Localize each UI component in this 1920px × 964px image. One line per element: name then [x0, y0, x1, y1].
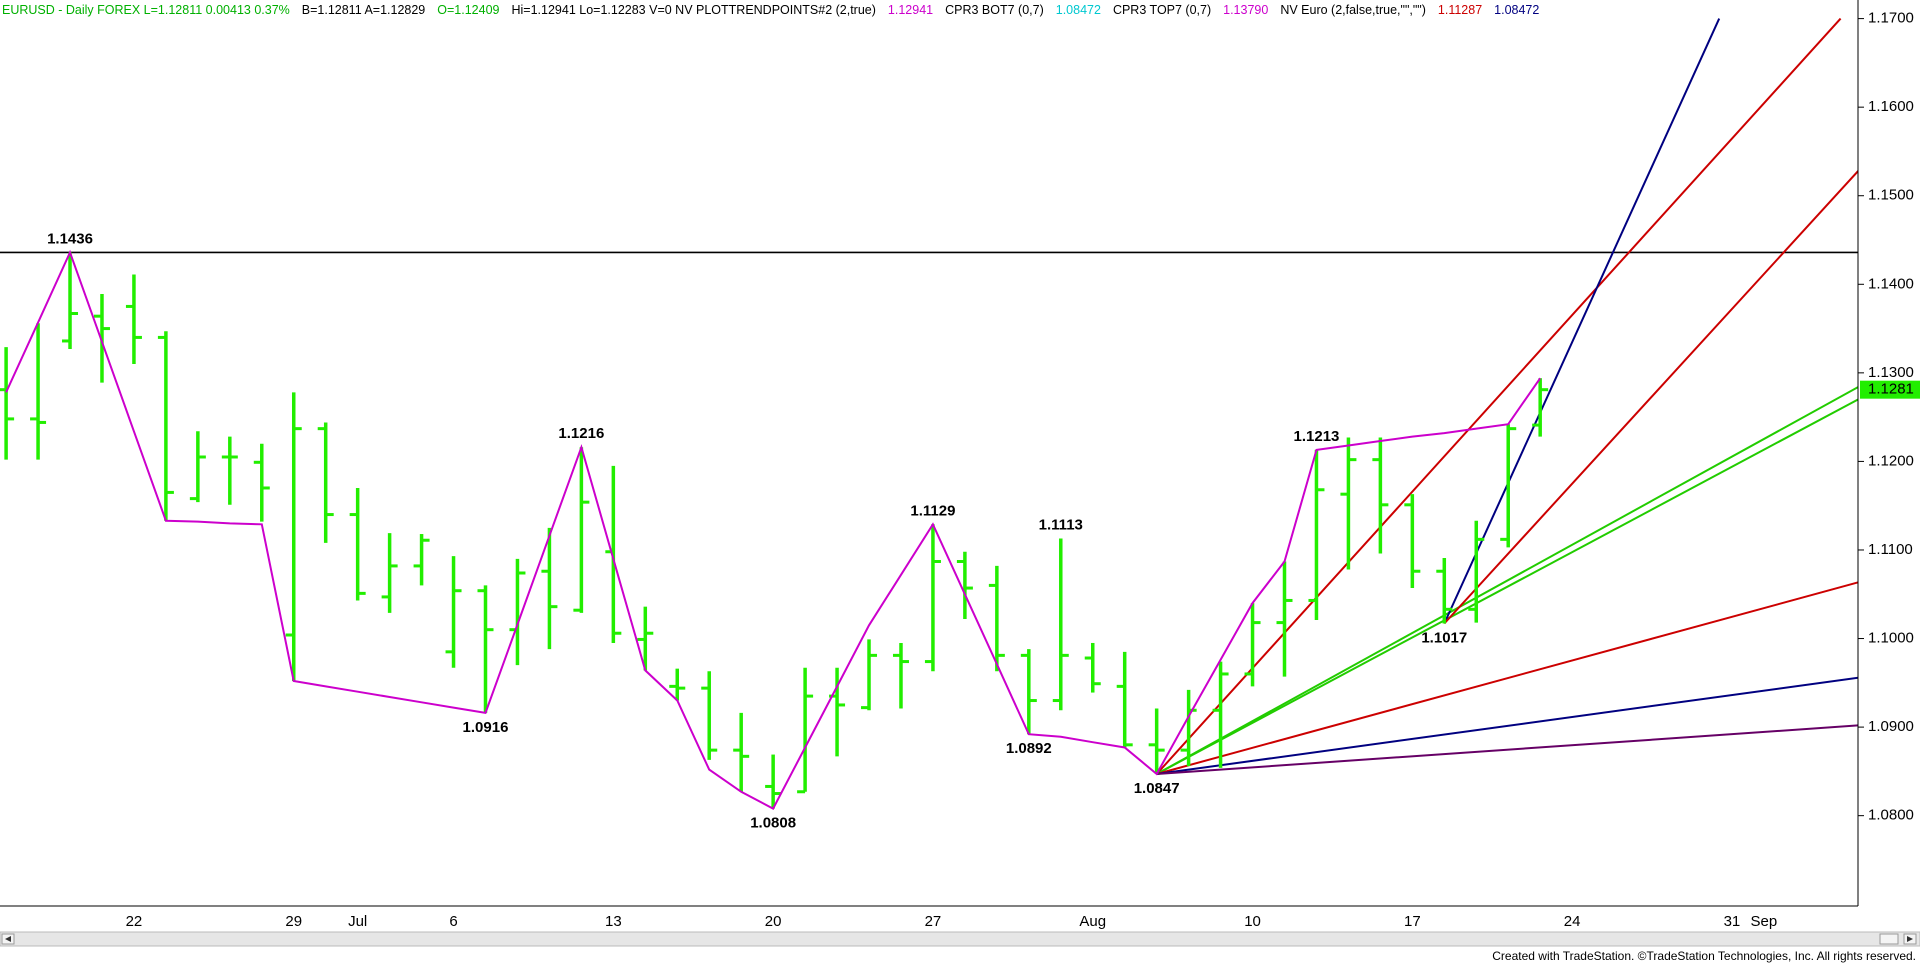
header-segment: 1.12941 — [888, 3, 933, 17]
x-tick-label: 10 — [1244, 913, 1261, 930]
header-segment: NV Euro (2,false,true,"","") — [1280, 3, 1426, 17]
y-tick-label: 1.1400 — [1868, 275, 1914, 292]
x-tick-label: 27 — [925, 913, 942, 930]
y-tick-label: 1.1500 — [1868, 187, 1914, 204]
chart-header: EURUSD - Daily FOREX L=1.12811 0.00413 0… — [2, 3, 1539, 17]
y-tick-label: 1.1200 — [1868, 452, 1914, 469]
x-tick-label: 22 — [126, 913, 143, 930]
x-tick-label: Sep — [1751, 913, 1778, 930]
x-tick-label: 24 — [1564, 913, 1581, 930]
trend-line — [1155, 17, 1842, 775]
scrollbar-track[interactable] — [0, 931, 1920, 947]
header-segment: 1.08472 — [1056, 3, 1101, 17]
plot-area — [0, 17, 1858, 810]
x-tick-label: 13 — [605, 913, 622, 930]
swing-label: 1.0808 — [750, 815, 796, 832]
y-tick-label: 1.1700 — [1868, 10, 1914, 27]
last-price-box — [1860, 380, 1920, 399]
y-tick-label: 1.1600 — [1868, 98, 1914, 115]
swing-label: 1.1017 — [1421, 629, 1467, 646]
trend-line — [1443, 169, 1858, 625]
header-segment: 1.11287 — [1438, 3, 1482, 17]
header-segment: EURUSD - Daily FOREX L=1.12811 0.00413 0… — [2, 3, 290, 17]
header-segment: CPR3 BOT7 (0,7) — [945, 3, 1044, 17]
swing-label: 1.0847 — [1134, 780, 1180, 797]
header-segment: 1.13790 — [1223, 3, 1268, 17]
swing-label: 1.1129 — [910, 502, 955, 519]
footer: Created with TradeStation. ©TradeStation… — [1492, 949, 1916, 963]
x-tick-label: 29 — [285, 913, 302, 930]
scroll-thumb[interactable] — [1879, 933, 1899, 945]
arrow-icon — [1907, 936, 1913, 942]
swing-label: 1.1113 — [1039, 516, 1083, 533]
trend-line — [1443, 18, 1721, 624]
swing-label: 1.0892 — [1006, 740, 1052, 757]
header-segment: 1.08472 — [1494, 3, 1539, 17]
swing-label: 1.1436 — [47, 230, 93, 247]
x-tick-label: Jul — [348, 913, 367, 930]
y-tick-label: 1.1300 — [1868, 364, 1914, 381]
swing-label: 1.1216 — [558, 425, 604, 442]
swing-label: 1.1213 — [1294, 428, 1340, 445]
header-segment: O=1.12409 — [437, 3, 499, 17]
trend-line — [1156, 398, 1858, 775]
x-tick-label: 17 — [1404, 913, 1421, 930]
arrow-icon — [5, 936, 11, 942]
last-price-label: 1.1281 — [1868, 381, 1914, 398]
y-tick-label: 1.0800 — [1868, 807, 1914, 824]
scrollbar[interactable] — [0, 931, 1920, 947]
header-segment: Hi=1.12941 Lo=1.12283 V=0 NV PLOTTRENDPO… — [511, 3, 875, 17]
trend-line — [1156, 676, 1858, 775]
y-tick-label: 1.1100 — [1868, 541, 1913, 558]
x-tick-label: 6 — [449, 913, 457, 930]
x-tick-label: 31 — [1724, 913, 1741, 930]
trend-line — [1156, 581, 1858, 775]
header-segment: B=1.12811 A=1.12829 — [302, 3, 426, 17]
x-tick-label: 20 — [765, 913, 782, 930]
trend-line — [1156, 724, 1858, 775]
swing-line — [5, 249, 1542, 810]
y-tick-label: 1.0900 — [1868, 718, 1914, 735]
swing-label: 1.0916 — [463, 719, 509, 736]
header-segment: CPR3 TOP7 (0,7) — [1113, 3, 1211, 17]
trend-line — [1156, 385, 1858, 775]
x-tick-label: Aug — [1079, 913, 1106, 930]
y-tick-label: 1.1000 — [1868, 630, 1914, 647]
